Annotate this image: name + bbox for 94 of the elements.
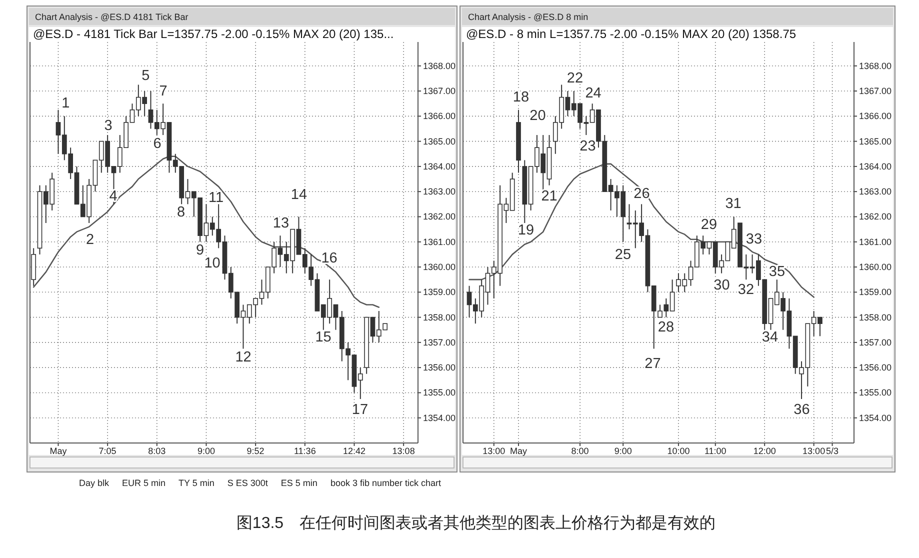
annotation: 9: [196, 242, 204, 259]
annotation: 19: [518, 222, 534, 239]
text: Day blk: [79, 478, 110, 488]
y-tick-label: 1358.00: [423, 312, 456, 322]
annotation: 32: [738, 282, 754, 298]
annotation: 15: [315, 329, 332, 346]
x-tick-label: May: [510, 446, 528, 456]
x-tick-label: 13:00: [802, 446, 826, 456]
x-tick-label: 10:00: [667, 446, 690, 456]
annotation: 34: [762, 329, 778, 346]
y-tick-label: 1355.00: [423, 388, 456, 398]
chart-subtitle: @ES.D - 8 min L=1357.75 -2.00 -0.15% MAX 20 (20) 1358.75: [466, 27, 796, 41]
x-tick-label: 13:08: [392, 446, 415, 456]
chart-title: Chart Analysis - @ES.D 8 min: [468, 12, 588, 22]
annotation: 21: [541, 188, 558, 205]
text: S ES 300t: [227, 478, 268, 488]
text: 图13.5 在任何时间图表或者其他类型的图表上价格行为都是有效的: [236, 514, 716, 532]
annotation: 24: [585, 85, 602, 102]
y-tick-label: 1368.00: [423, 60, 456, 71]
annotation: 33: [746, 231, 762, 248]
annotation: 11: [208, 190, 224, 206]
y-tick-label: 1366.00: [859, 111, 892, 122]
chart-subtitle: @ES.D - 4181 Tick Bar L=1357.75 -2.00 -0.15% MAX 20 (20) 135...: [33, 27, 394, 41]
x-tick-label: May: [50, 446, 68, 456]
annotation: 12: [235, 349, 252, 366]
y-tick-label: 1364.00: [859, 161, 892, 172]
y-tick-label: 1356.00: [423, 362, 456, 373]
annotation: 25: [614, 247, 632, 263]
x-tick-label: 12:00: [753, 446, 776, 456]
annotation: 17: [352, 402, 368, 418]
y-tick-label: 1359.00: [423, 287, 456, 298]
annotation: 29: [700, 217, 718, 233]
annotation: 10: [204, 255, 220, 272]
y-tick-label: 1364.00: [423, 161, 456, 172]
annotation: 36: [794, 402, 810, 418]
y-tick-label: 1363.00: [859, 186, 892, 197]
annotation: 27: [644, 356, 661, 372]
y-tick-label: 1363.00: [423, 186, 456, 197]
annotation: 35: [768, 264, 786, 280]
annotation: 23: [580, 138, 596, 155]
y-tick-label: 1360.00: [859, 262, 892, 272]
x-tick-label: 13:00: [482, 446, 506, 456]
y-tick-label: 1361.00: [423, 236, 456, 247]
annotation: 3: [104, 118, 112, 134]
annotation: 31: [725, 196, 742, 212]
text: TY 5 min: [178, 478, 214, 488]
x-tick-label: 8:03: [148, 446, 166, 456]
x-tick-label: 5/3: [826, 446, 839, 456]
chart-title: Chart Analysis - @ES.D 4181 Tick Bar: [35, 12, 188, 22]
y-tick-label: 1355.00: [859, 388, 892, 398]
annotation: 6: [153, 136, 162, 152]
text: EUR 5 min: [122, 478, 166, 488]
annotation: 8: [176, 204, 186, 221]
y-tick-label: 1365.00: [423, 136, 456, 146]
y-tick-label: 1354.00: [423, 412, 456, 423]
y-tick-label: 1367.00: [859, 86, 892, 96]
annotation: 18: [512, 89, 530, 106]
y-tick-label: 1362.00: [423, 212, 456, 222]
y-tick-label: 1354.00: [859, 412, 892, 423]
line-series: [468, 163, 814, 298]
annotation: 13: [272, 215, 290, 232]
y-tick-label: 1367.00: [423, 86, 456, 96]
y-tick-label: 1368.00: [859, 60, 892, 71]
x-tick-label: 9:52: [246, 446, 264, 456]
y-tick-label: 1360.00: [423, 262, 456, 272]
annotation: 30: [714, 278, 730, 294]
annotation: 7: [159, 84, 168, 100]
y-tick-label: 1361.00: [859, 236, 892, 247]
y-tick-label: 1359.00: [859, 287, 892, 298]
y-tick-label: 1356.00: [859, 362, 892, 373]
y-tick-label: 1358.00: [859, 312, 892, 322]
text: ES 5 min: [280, 478, 318, 488]
annotation: 28: [658, 319, 674, 336]
y-tick-label: 1357.00: [423, 337, 456, 348]
x-tick-label: 11:36: [294, 446, 316, 456]
annotation: 14: [290, 187, 308, 203]
y-tick-label: 1362.00: [859, 212, 892, 222]
x-tick-label: 9:00: [614, 446, 632, 456]
annotation: 16: [321, 250, 338, 266]
line-series: [32, 156, 380, 308]
x-tick-label: 7:05: [98, 446, 116, 456]
text: book 3 fib number tick chart: [330, 478, 442, 488]
y-tick-label: 1366.00: [423, 111, 456, 122]
y-tick-label: 1365.00: [859, 136, 892, 146]
annotation: 5: [142, 68, 150, 84]
annotation: 20: [530, 108, 546, 124]
x-tick-label: 9:00: [197, 446, 216, 456]
x-tick-label: 8:00: [571, 446, 589, 456]
annotation: 22: [566, 70, 584, 86]
x-tick-label: 11:00: [704, 446, 726, 456]
annotation: 1: [62, 95, 70, 112]
annotation: 2: [86, 232, 94, 248]
y-tick-label: 1357.00: [859, 337, 892, 348]
x-tick-label: 12:42: [342, 446, 366, 456]
